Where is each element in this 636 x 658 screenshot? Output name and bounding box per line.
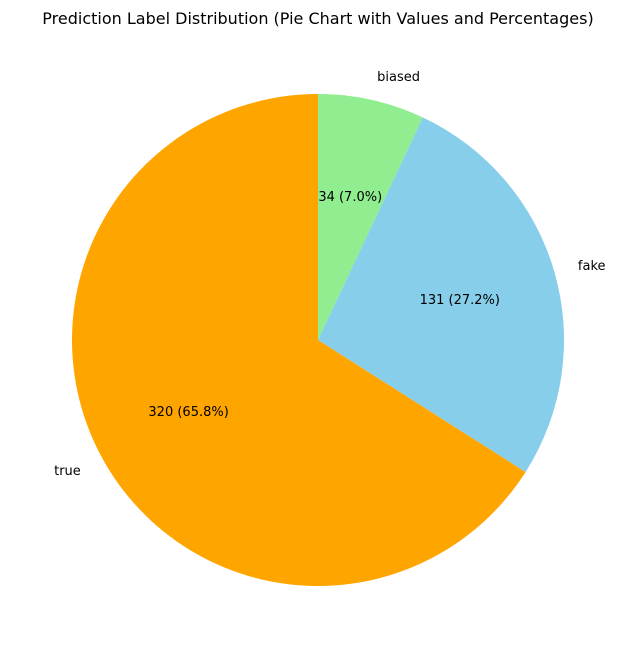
pie-slices (71, 94, 564, 586)
pie-slice-fake (318, 117, 564, 473)
pie-slice-biased (318, 94, 423, 340)
pie-slice-true (71, 94, 526, 586)
pie-labels: 34 (7.0%) biased 131 (27.2%) fake 320 (65.8%… (54, 70, 605, 479)
pie-value-label-true: 320 (65.8%) (148, 405, 228, 420)
pie-value-label-biased: 34 (7.0%) (318, 190, 382, 205)
pie-category-label-true: true (54, 464, 81, 479)
pie-category-label-biased: biased (377, 70, 420, 85)
chart-title: Prediction Label Distribution (Pie Chart… (42, 9, 593, 28)
pie-category-label-fake: fake (578, 259, 606, 274)
pie-value-label-fake: 131 (27.2%) (420, 293, 500, 308)
